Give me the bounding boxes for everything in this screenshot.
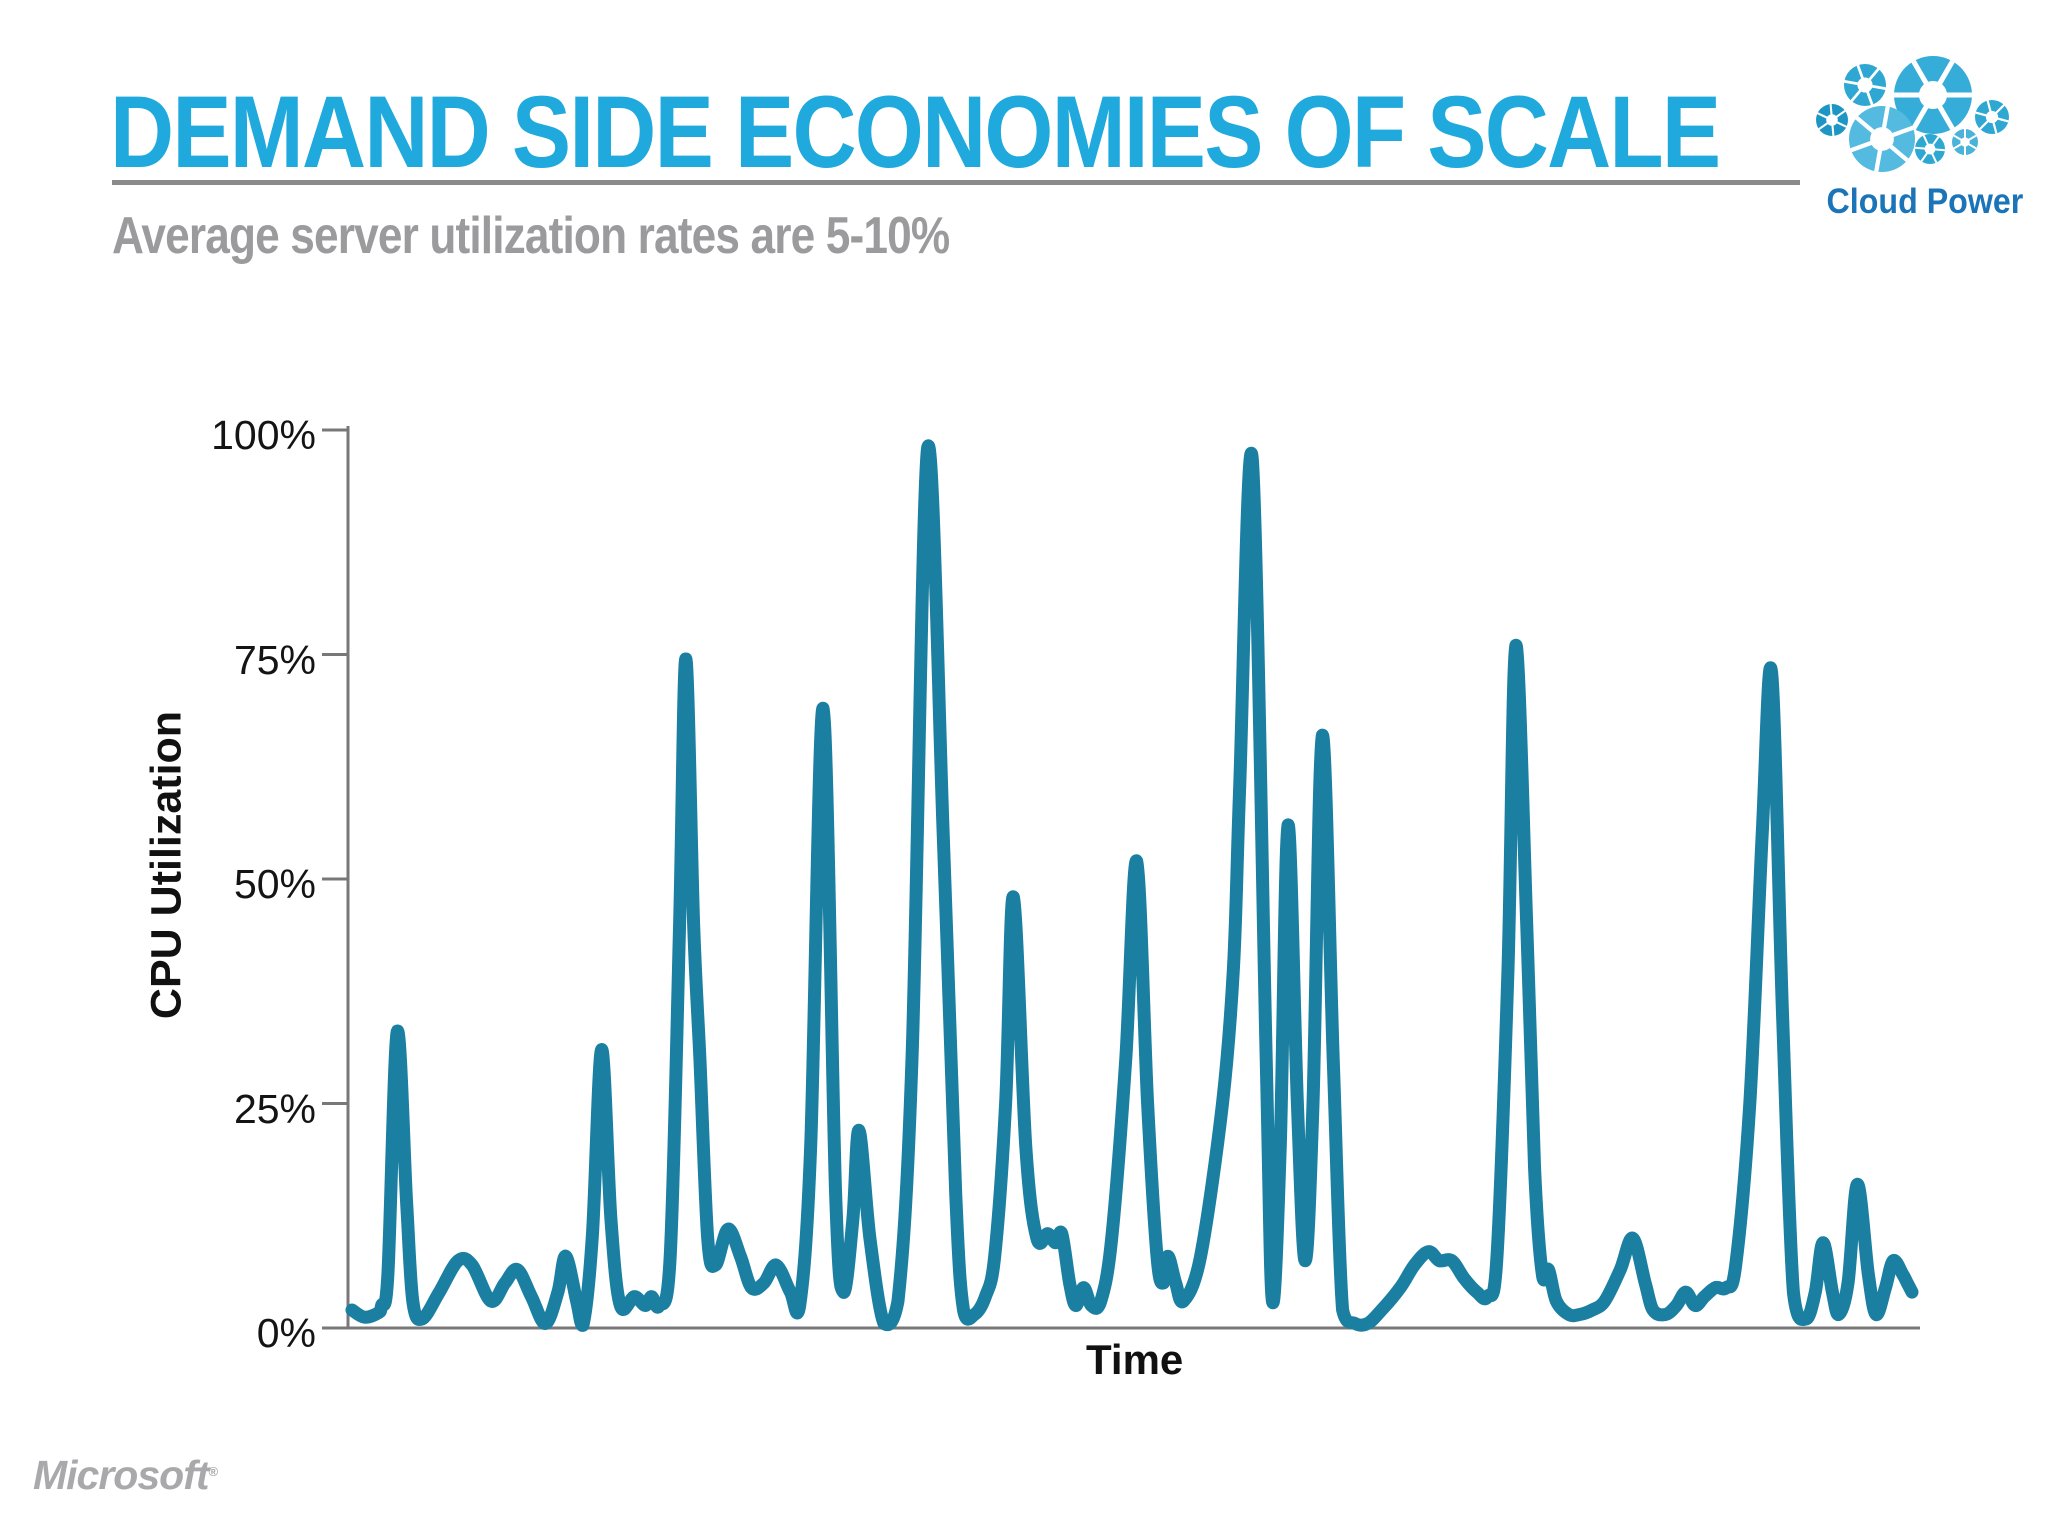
- y-tick-label: 100%: [211, 412, 316, 458]
- microsoft-logo: Microsoft®: [33, 1452, 219, 1499]
- cloud-logo-wheel: [1894, 56, 1972, 134]
- page-title: DEMAND SIDE ECONOMIES OF SCALE: [110, 74, 1960, 191]
- cloud-logo-wheel: [1914, 134, 1946, 164]
- cloud-logo-wheel: [1975, 100, 2009, 134]
- chart-axes: [322, 426, 1920, 1330]
- y-tick-label: 0%: [256, 1310, 316, 1356]
- page-title-text: DEMAND SIDE ECONOMIES OF SCALE: [110, 75, 1721, 189]
- y-tick-label: 50%: [233, 861, 316, 907]
- y-axis-title: CPU Utilization: [142, 710, 191, 1020]
- cloud-power-logo-label: Cloud Power: [1826, 182, 2024, 221]
- cloud-logo-wheel: [1844, 64, 1886, 106]
- microsoft-logo-text: Microsoft: [33, 1452, 209, 1498]
- cloud-logo-wheel: [1849, 106, 1915, 172]
- page-subtitle: Average server utilization rates are 5-1…: [112, 206, 1097, 266]
- y-tick-label: 75%: [233, 636, 316, 683]
- y-tick-label: 25%: [233, 1085, 316, 1132]
- title-divider: [112, 180, 1800, 185]
- cloud-logo-wheel: [1952, 129, 1978, 155]
- page-subtitle-text: Average server utilization rates are 5-1…: [112, 207, 950, 265]
- cpu-utilization-line: [345, 439, 1919, 1332]
- cloud-logo-wheel: [1816, 103, 1848, 137]
- registered-mark: ®: [208, 1464, 219, 1479]
- x-axis-title: Time: [1086, 1336, 1184, 1383]
- cloud-power-logo-icon: [1816, 56, 2009, 172]
